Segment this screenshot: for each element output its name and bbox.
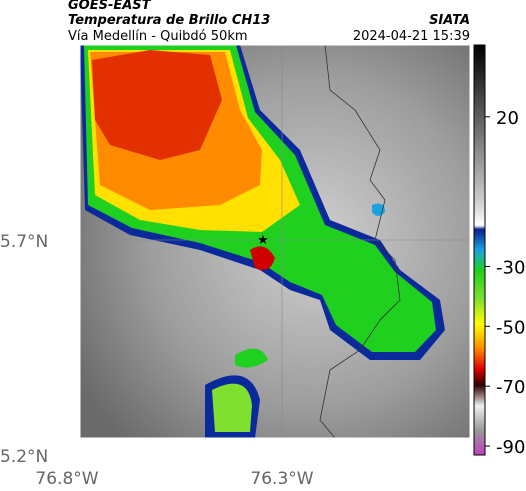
y-label: 5.2°N <box>0 447 48 467</box>
svg-text:★: ★ <box>257 233 269 248</box>
subtitle: Vía Medellín - Quibdó 50km <box>68 29 248 44</box>
y-label: 5.7°N <box>0 232 48 252</box>
colorbar-tick-label: -90 <box>496 437 525 458</box>
x-label: 76.3°W <box>250 469 313 489</box>
colorbar-tick-label: -50 <box>496 317 525 338</box>
map: ★ <box>79 44 471 439</box>
colorbar <box>473 44 486 456</box>
datetime: 2024-04-21 15:39 <box>353 29 470 44</box>
source: GOES-EAST <box>68 0 152 13</box>
colorbar-tick-label: -70 <box>496 377 525 398</box>
colorbar-tick-label: -30 <box>496 257 525 278</box>
title: Temperatura de Brillo CH13 <box>68 13 270 28</box>
colorbar-tick-label: 20 <box>496 108 519 129</box>
x-label: 76.8°W <box>35 469 98 489</box>
agency: SIATA <box>429 13 470 28</box>
